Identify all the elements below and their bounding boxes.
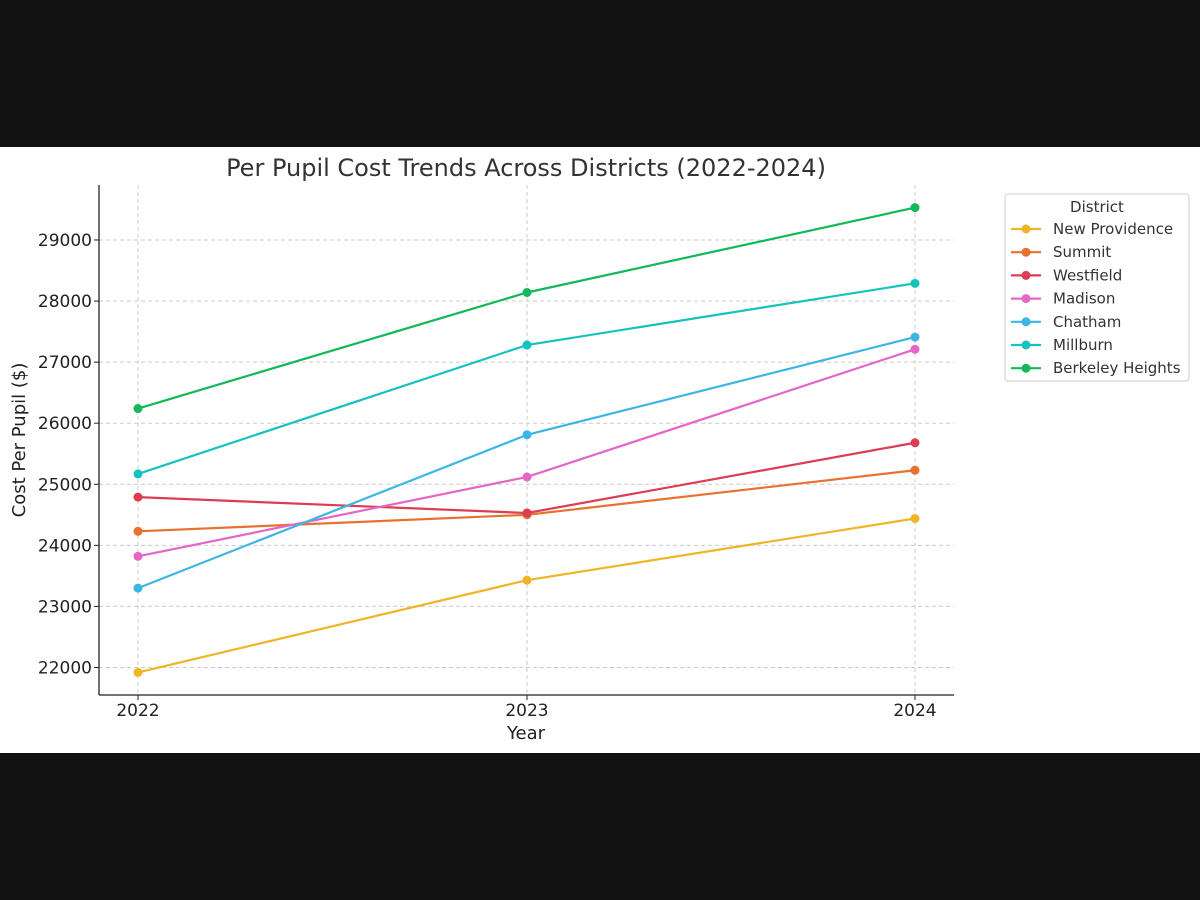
- chart-panel: 22000 23000 24000 25000 26000 27000 28000 29000…: [0, 147, 1200, 753]
- legend-marker-millburn: [1021, 340, 1031, 350]
- legend-title: District: [1070, 198, 1124, 216]
- series-lines: [133, 203, 920, 677]
- x-tick-label: 2024: [893, 701, 936, 721]
- x-tick-label: 2022: [116, 701, 159, 721]
- y-tick-label: 26000: [38, 414, 92, 434]
- y-tick-label: 29000: [38, 231, 92, 251]
- y-tick-label: 23000: [38, 597, 92, 617]
- legend-marker-new-providence: [1021, 224, 1031, 234]
- tick-labels: 22000 23000 24000 25000 26000 27000 28000 29000…: [38, 231, 937, 721]
- line-chart: 22000 23000 24000 25000 26000 27000 28000 29000…: [9, 154, 1190, 744]
- data-point-summit: [133, 526, 143, 536]
- data-point-millburn: [133, 469, 143, 479]
- data-point-chatham: [133, 583, 143, 593]
- data-point-millburn: [522, 340, 532, 350]
- y-tick-label: 24000: [38, 536, 92, 556]
- x-tick-label: 2023: [505, 701, 548, 721]
- data-point-new-providence: [522, 575, 532, 585]
- legend-label-madison: Madison: [1053, 290, 1115, 308]
- data-point-westfield: [133, 492, 143, 502]
- legend-marker-berkeley-heights: [1021, 363, 1031, 373]
- data-point-berkeley-heights: [910, 203, 920, 213]
- x-axis-label: Year: [506, 723, 546, 744]
- legend-label-chatham: Chatham: [1053, 313, 1121, 331]
- data-point-westfield: [910, 438, 920, 448]
- legend-box: [1004, 193, 1190, 382]
- data-point-new-providence: [910, 513, 920, 523]
- data-point-madison: [133, 551, 143, 561]
- legend-marker-westfield: [1021, 270, 1031, 280]
- y-tick-label: 22000: [38, 659, 92, 679]
- legend-label-berkeley-heights: Berkeley Heights: [1053, 359, 1181, 377]
- legend-marker-summit: [1021, 247, 1031, 257]
- legend-label-millburn: Millburn: [1053, 336, 1113, 354]
- data-point-summit: [910, 465, 920, 475]
- legend-label-new-providence: New Providence: [1053, 220, 1173, 238]
- data-point-westfield: [522, 508, 532, 518]
- legend-items: New Providence Summit Westfield Madison Chat…: [1011, 220, 1181, 377]
- data-point-berkeley-heights: [133, 404, 143, 414]
- data-point-berkeley-heights: [522, 287, 532, 297]
- grid-lines: [99, 185, 954, 695]
- legend-label-summit: Summit: [1053, 243, 1111, 261]
- data-point-chatham: [522, 430, 532, 440]
- data-point-madison: [522, 472, 532, 482]
- y-tick-label: 28000: [38, 292, 92, 312]
- data-point-millburn: [910, 278, 920, 288]
- chart-title: Per Pupil Cost Trends Across Districts (…: [226, 154, 826, 182]
- legend-marker-madison: [1021, 294, 1031, 304]
- data-point-new-providence: [133, 667, 143, 677]
- data-point-chatham: [910, 332, 920, 342]
- data-point-madison: [910, 344, 920, 354]
- y-tick-label: 27000: [38, 353, 92, 373]
- legend-label-westfield: Westfield: [1053, 266, 1122, 284]
- y-tick-label: 25000: [38, 475, 92, 495]
- y-axis-label: Cost Per Pupil ($): [9, 363, 30, 518]
- legend-marker-chatham: [1021, 317, 1031, 327]
- legend: District New Providence Summit Westfield Ma…: [1004, 193, 1190, 382]
